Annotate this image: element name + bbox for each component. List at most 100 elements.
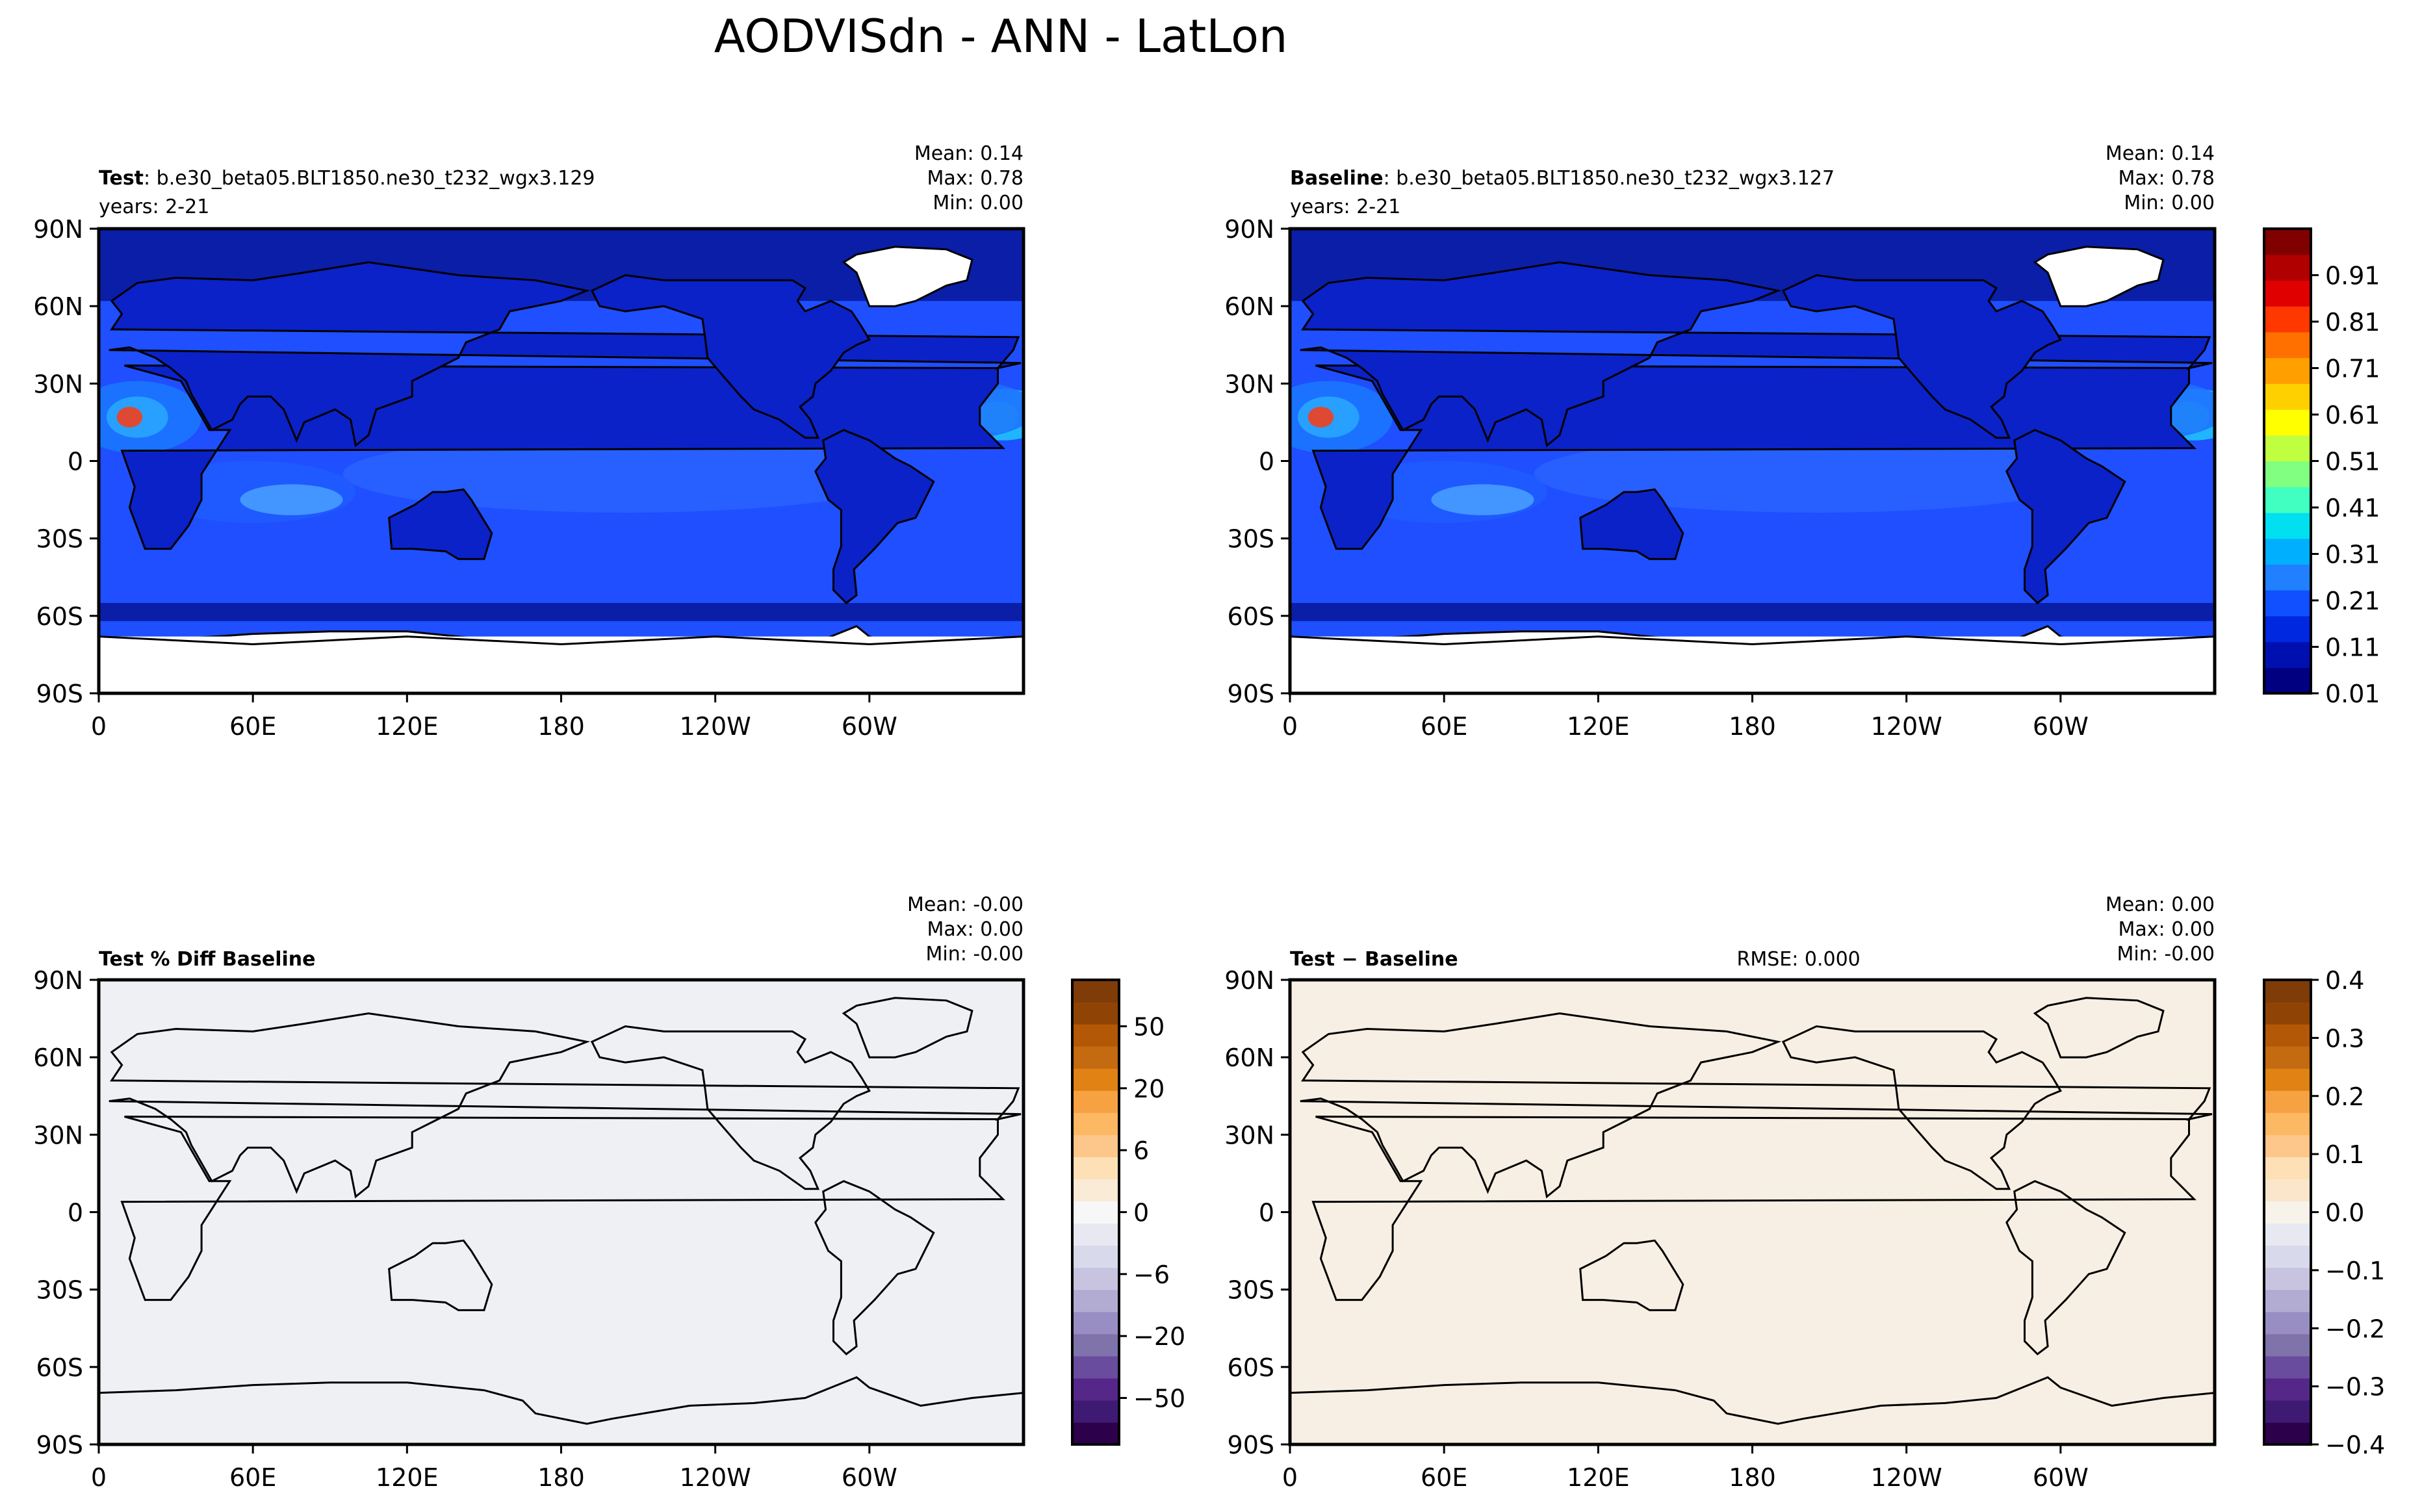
stat-mean: Mean: -0.00 (907, 893, 1024, 916)
colorbar-tick-label: −20 (1133, 1322, 1185, 1351)
stat-mean: Mean: 0.14 (2106, 142, 2215, 165)
panel-test: 0 60E 120E 180 120W 60W 90N 60N 30N 0 30S 60S 90S Tes… (33, 142, 1025, 741)
colorbar-tick-label: 6 (1133, 1136, 1149, 1165)
coastline (120, 1116, 1006, 1301)
x-tick-label: 180 (537, 712, 585, 741)
panel-title: Test − Baseline (1290, 948, 1458, 971)
colorbar-segment (1072, 1400, 1119, 1423)
y-tick-label: 30N (33, 370, 83, 398)
colorbar-tick-label: 0.81 (2325, 308, 2380, 337)
x-tick-label: 180 (1729, 712, 1776, 741)
colorbar-segment (2264, 564, 2311, 591)
antarctica-fill (99, 636, 1024, 693)
colorbar-segment (1072, 1311, 1119, 1335)
colorbar-segment (2264, 306, 2311, 333)
coastline (1300, 261, 2213, 448)
colorbar-segment (1072, 1157, 1119, 1180)
colorbar-segment (1072, 980, 1119, 1003)
y-tick-label: 60S (36, 602, 83, 631)
colorbar-segment (2264, 1090, 2311, 1113)
x-tick-label: 120W (680, 1463, 751, 1492)
colorbar-tick-label: 50 (1133, 1013, 1165, 1042)
colorbar-segment (2264, 280, 2311, 307)
colorbar-tick-label: −0.2 (2325, 1314, 2385, 1343)
colorbar-tick-label: 0.71 (2325, 355, 2380, 383)
colorbar-tick-label: 20 (1133, 1075, 1165, 1103)
y-tick-label: 0 (1259, 1199, 1274, 1227)
y-tick-label: 60N (33, 1044, 83, 1072)
coastline (1290, 1376, 2215, 1444)
southern-band (99, 602, 1024, 621)
y-tick-label: 60S (36, 1353, 83, 1382)
colorbar-segment (2264, 461, 2311, 487)
y-tick-label: 30S (36, 525, 83, 554)
colorbar-tick-label: 0.2 (2325, 1083, 2364, 1111)
x-tick-label: 120W (1871, 1463, 1942, 1492)
y-tick-label: 30S (1228, 1276, 1274, 1305)
rmse-label: RMSE: 0.000 (1737, 948, 1861, 971)
colorbar-segment (1072, 1134, 1119, 1157)
x-tick-label: 120E (376, 712, 439, 741)
colorbar-tick-label: 0.1 (2325, 1140, 2364, 1169)
map-area (99, 229, 1024, 693)
y-tick-label: 60N (1224, 292, 1274, 321)
coastline (814, 1180, 935, 1355)
aod-blob (116, 407, 143, 428)
colorbar-segment (1072, 1002, 1119, 1025)
colorbar-tick-label: 0.3 (2325, 1024, 2364, 1053)
coastline (2033, 246, 2165, 307)
colorbar-segment (2264, 487, 2311, 513)
colorbar-segment (1072, 1068, 1119, 1091)
x-tick-label: 60W (2033, 712, 2089, 741)
colorbar-segment (2264, 1179, 2311, 1202)
coastline (99, 1376, 1024, 1444)
colorbar-segment (2264, 1024, 2311, 1047)
coastline (814, 429, 935, 604)
coastline (842, 997, 973, 1058)
colorbar-segment (2264, 615, 2311, 643)
colorbar-tick-label: 0.01 (2325, 680, 2380, 708)
y-tick-label: 90S (36, 1431, 83, 1459)
map-background (99, 980, 1024, 1444)
stat-min: Min: 0.00 (933, 192, 1024, 214)
panel-diff: 0 60E 120E 180 120W 60W 90N 60N 30N 0 30S 60S 90S Tes… (1224, 893, 2385, 1492)
map-background (1290, 980, 2215, 1444)
colorbar-tick-label: 0.61 (2325, 401, 2380, 429)
colorbar-segment (2264, 1422, 2311, 1445)
aod-blob (240, 484, 343, 515)
colorbar-segment (2264, 1245, 2311, 1268)
x-tick-label: 0 (91, 1463, 107, 1492)
coastline (1311, 1116, 2197, 1301)
y-tick-label: 0 (68, 1199, 83, 1227)
y-tick-label: 30S (1228, 525, 1274, 554)
panel-title-bold: Test − Baseline (1290, 948, 1458, 971)
y-tick-label: 90N (33, 215, 83, 244)
panel-title-rest: : b.e30_beta05.BLT1850.ne30_t232_wgx3.12… (144, 167, 595, 190)
colorbar-segment (2264, 357, 2311, 384)
panel-title-bold: Baseline (1290, 167, 1384, 190)
x-tick-label: 0 (1282, 1463, 1298, 1492)
colorbar-segment (1072, 1112, 1119, 1135)
coastline (99, 635, 1024, 646)
y-tick-label: 90S (1228, 1431, 1274, 1459)
y-tick-label: 30N (33, 1121, 83, 1149)
colorbar-segment (2264, 1333, 2311, 1357)
colorbar-tick-label: −0.4 (2325, 1431, 2385, 1459)
colorbar-segment (2264, 1002, 2311, 1025)
colorbar-segment (2264, 538, 2311, 565)
coastline (388, 1239, 493, 1311)
x-tick-label: 0 (91, 712, 107, 741)
y-tick-label: 60N (33, 292, 83, 321)
colorbar-tick-label: 0.11 (2325, 634, 2380, 662)
coastline (1781, 1025, 2062, 1190)
coastline (1579, 1239, 1684, 1311)
colorbar-segment (1072, 1355, 1119, 1379)
colorbar-segment (2264, 512, 2311, 539)
colorbar-tick-label: 0.31 (2325, 541, 2380, 569)
colorbar-segment (1072, 1179, 1119, 1202)
colorbar-segment (2264, 1289, 2311, 1313)
y-tick-label: 90S (1228, 680, 1274, 708)
coastline (388, 488, 493, 560)
y-tick-label: 90N (33, 966, 83, 995)
colorbar-segment (1072, 1090, 1119, 1113)
